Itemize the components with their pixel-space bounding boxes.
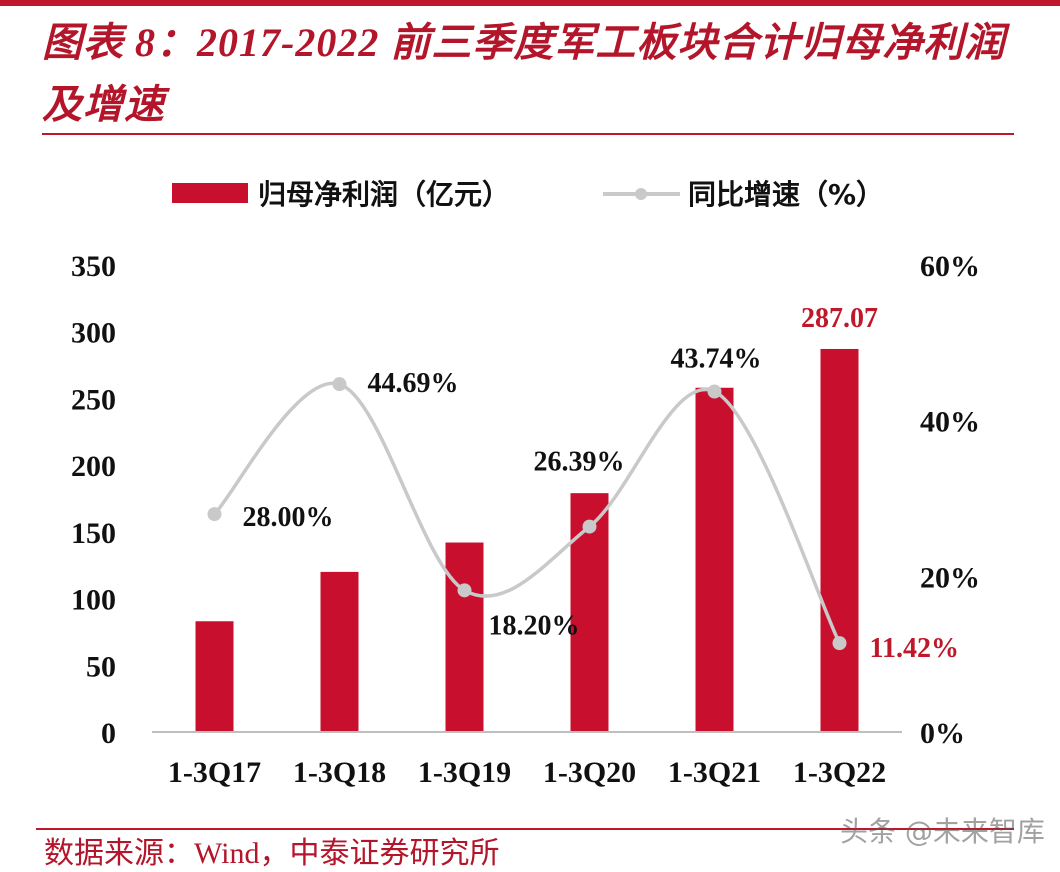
legend-line-marker [635,188,647,200]
bar [695,387,734,732]
left-axis: 0 50 100 150 200 250 300 350 [71,250,116,750]
right-tick-label: 60% [920,250,980,283]
legend-line-label: 同比增速（%） [688,178,884,211]
line-point [832,636,847,651]
source-note: 数据来源：Wind，中泰证券研究所 [44,837,500,870]
right-tick-label: 0% [920,717,965,750]
right-axis: 0% 20% 40% 60% [920,250,980,750]
bar [820,348,859,732]
x-tick-label: 1-3Q20 [543,756,636,789]
left-tick-label: 300 [71,317,116,350]
line-value-label: 44.69% [368,368,459,399]
x-tick-label: 1-3Q18 [293,756,386,789]
line-series [207,377,847,651]
left-tick-label: 350 [71,250,116,283]
legend-bar-swatch [172,183,248,203]
line-point [207,507,222,522]
x-tick-label: 1-3Q21 [668,756,761,789]
left-tick-label: 100 [71,584,116,617]
bar [320,571,359,732]
line-point [332,377,347,392]
source-divider [36,828,1014,830]
bar-value-label: 287.07 [801,303,878,334]
bar [195,621,234,732]
x-tick-label: 1-3Q17 [168,756,261,789]
x-axis: 1-3Q17 1-3Q18 1-3Q19 1-3Q20 1-3Q21 1-3Q22 [152,731,902,789]
left-tick-label: 50 [86,650,116,683]
legend-bar-label: 归母净利润（亿元） [258,178,510,211]
left-tick-label: 0 [101,717,116,750]
line-value-label: 18.20% [489,610,580,641]
left-tick-label: 150 [71,517,116,550]
left-tick-label: 250 [71,383,116,416]
title-divider [42,133,1014,135]
x-tick-label: 1-3Q19 [418,756,511,789]
bar-series [195,348,859,732]
line-value-label: 26.39% [534,447,625,478]
right-tick-label: 20% [920,561,980,594]
line-value-label: 43.74% [671,344,762,375]
bar [445,542,484,732]
legend: 归母净利润（亿元） 同比增速（%） [172,178,884,211]
left-tick-label: 200 [71,450,116,483]
watermark: 头条 @未来智库 [840,815,1045,848]
line-value-label: 28.00% [243,502,334,533]
growth-line [213,381,842,644]
right-tick-label: 40% [920,406,980,439]
x-tick-label: 1-3Q22 [793,756,886,789]
data-labels: 28.00% 44.69% 18.20% 26.39% 43.74% 11.42% 287.… [243,303,959,664]
line-value-label: 11.42% [870,633,959,664]
line-point [707,384,722,399]
line-point [457,583,472,598]
line-point [582,519,597,534]
top-accent-rule [0,0,1060,6]
chart-title: 图表 8：2017-2022 前三季度军工板块合计归母净利润及增速 [42,20,1006,127]
